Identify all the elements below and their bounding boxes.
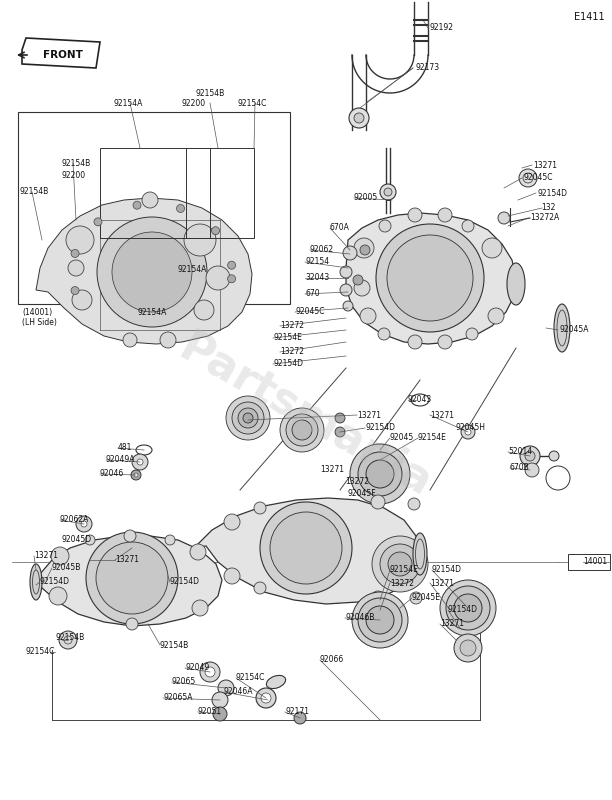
Circle shape <box>376 224 484 332</box>
Circle shape <box>123 333 137 347</box>
Circle shape <box>286 414 318 446</box>
Circle shape <box>165 535 175 545</box>
Text: 92154C: 92154C <box>25 647 54 657</box>
Polygon shape <box>36 198 252 344</box>
Text: 92154D: 92154D <box>170 578 200 586</box>
Ellipse shape <box>554 304 570 352</box>
Circle shape <box>112 232 192 312</box>
Circle shape <box>372 536 428 592</box>
Circle shape <box>238 408 258 428</box>
Bar <box>18 112 290 304</box>
Circle shape <box>160 332 176 348</box>
Circle shape <box>176 205 185 213</box>
Circle shape <box>438 208 452 222</box>
Text: 92065: 92065 <box>172 678 196 686</box>
Circle shape <box>86 532 178 624</box>
Circle shape <box>137 459 143 465</box>
Circle shape <box>520 446 540 466</box>
Circle shape <box>354 113 364 123</box>
Text: 92154D: 92154D <box>365 423 395 433</box>
Text: 13272: 13272 <box>280 322 304 330</box>
Circle shape <box>254 582 266 594</box>
Text: 92154: 92154 <box>305 258 329 266</box>
Circle shape <box>360 245 370 255</box>
Circle shape <box>134 473 138 477</box>
Text: 92154E: 92154E <box>390 566 419 574</box>
Circle shape <box>254 502 266 514</box>
Polygon shape <box>346 213 516 344</box>
Text: 92062: 92062 <box>310 246 334 254</box>
Text: 92154B: 92154B <box>62 158 91 167</box>
Text: 13271: 13271 <box>533 161 557 170</box>
Circle shape <box>354 238 374 258</box>
Circle shape <box>194 300 214 320</box>
Text: 670: 670 <box>305 290 319 298</box>
Ellipse shape <box>30 564 42 600</box>
Text: 92045B: 92045B <box>52 563 81 573</box>
Text: 92154D: 92154D <box>432 566 462 574</box>
Circle shape <box>388 552 412 576</box>
Text: 92154E: 92154E <box>273 334 302 342</box>
Text: 92154C: 92154C <box>236 674 266 682</box>
Text: 670A: 670A <box>330 223 350 233</box>
Circle shape <box>226 396 270 440</box>
Text: 92065A: 92065A <box>163 694 193 702</box>
Circle shape <box>132 454 148 470</box>
Text: 92171: 92171 <box>285 707 309 717</box>
Circle shape <box>94 218 102 226</box>
Text: 92005: 92005 <box>354 194 378 202</box>
Circle shape <box>212 226 220 234</box>
Circle shape <box>218 680 234 696</box>
Circle shape <box>68 260 84 276</box>
Text: 92154A: 92154A <box>113 98 143 107</box>
Circle shape <box>387 235 473 321</box>
Circle shape <box>353 275 363 285</box>
Circle shape <box>378 328 390 340</box>
Text: 32043: 32043 <box>305 274 329 282</box>
Circle shape <box>343 246 357 260</box>
Circle shape <box>340 284 352 296</box>
Circle shape <box>212 692 228 708</box>
Text: 13272: 13272 <box>345 478 369 486</box>
Text: 92154B: 92154B <box>195 89 224 98</box>
Circle shape <box>85 535 95 545</box>
Circle shape <box>349 108 369 128</box>
Circle shape <box>462 220 474 232</box>
Text: 13271: 13271 <box>320 466 344 474</box>
Circle shape <box>461 425 475 439</box>
Circle shape <box>97 217 207 327</box>
Text: 52014: 52014 <box>508 447 532 457</box>
Text: 92154D: 92154D <box>40 578 70 586</box>
Ellipse shape <box>266 675 286 689</box>
Ellipse shape <box>507 263 525 305</box>
Circle shape <box>358 598 402 642</box>
Text: 92154D: 92154D <box>537 189 567 198</box>
Circle shape <box>438 335 452 349</box>
Circle shape <box>408 498 420 510</box>
Circle shape <box>280 408 324 452</box>
Polygon shape <box>194 498 420 604</box>
Text: 92062A: 92062A <box>60 515 89 525</box>
Text: 13271: 13271 <box>430 410 454 419</box>
Text: 92045A: 92045A <box>560 326 589 334</box>
Circle shape <box>192 600 208 616</box>
Circle shape <box>184 224 216 256</box>
Text: 92154D: 92154D <box>273 359 303 369</box>
Circle shape <box>408 208 422 222</box>
Circle shape <box>343 301 353 311</box>
Circle shape <box>335 413 345 423</box>
Text: 14001: 14001 <box>583 558 607 566</box>
Text: 92045F: 92045F <box>348 490 376 498</box>
Circle shape <box>340 266 352 278</box>
Circle shape <box>126 618 138 630</box>
Circle shape <box>72 290 92 310</box>
Circle shape <box>358 452 402 496</box>
Circle shape <box>371 495 385 509</box>
Text: 670B: 670B <box>510 463 530 473</box>
Text: 92154C: 92154C <box>238 98 267 107</box>
Circle shape <box>51 547 69 565</box>
Text: E1411: E1411 <box>575 12 605 22</box>
Circle shape <box>131 470 141 480</box>
Text: (14001)
(LH Side): (14001) (LH Side) <box>22 308 57 327</box>
Text: 13271: 13271 <box>115 555 139 565</box>
